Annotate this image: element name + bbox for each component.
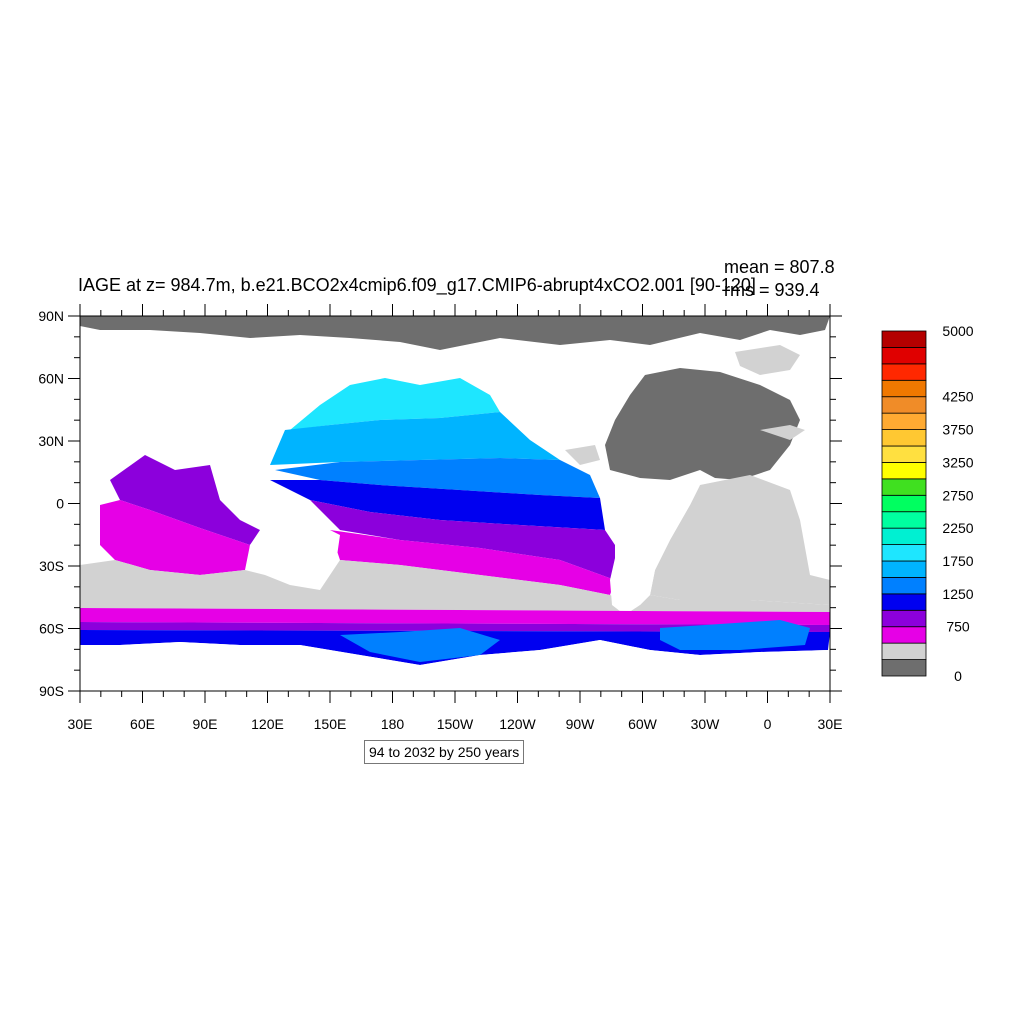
colorbar-swatch bbox=[881, 363, 927, 381]
colorbar-swatch bbox=[881, 560, 927, 578]
longitude-labels: 30E 60E 90E 120E 150E 180 150W 120W 90W 60W 30W 0 30… bbox=[68, 716, 843, 732]
colorbar-swatch bbox=[881, 593, 927, 611]
colorbar-label: 3250 bbox=[942, 454, 973, 470]
lat-label: 60N bbox=[38, 371, 64, 387]
colorbar-label: 750 bbox=[946, 619, 970, 635]
lat-label: 30S bbox=[39, 558, 64, 574]
lon-label: 30E bbox=[68, 716, 93, 732]
colorbar-label: 4250 bbox=[942, 389, 973, 405]
lon-label: 60W bbox=[628, 716, 658, 732]
lon-label: 120W bbox=[499, 716, 536, 732]
lon-label: 120E bbox=[251, 716, 284, 732]
lon-label: 30E bbox=[818, 716, 843, 732]
colorbar-label: 3750 bbox=[942, 422, 973, 438]
contour-info-label: 94 to 2032 by 250 years bbox=[364, 740, 525, 764]
colorbar-swatch bbox=[881, 445, 927, 463]
lon-label: 150W bbox=[437, 716, 474, 732]
colorbar-swatch bbox=[881, 494, 927, 513]
colorbar-swatch bbox=[881, 527, 927, 545]
colorbar-swatch bbox=[881, 478, 927, 496]
axis-ticks bbox=[68, 304, 842, 703]
colorbar-label: 1250 bbox=[942, 586, 973, 602]
colorbar-label: 2750 bbox=[942, 487, 973, 503]
colorbar-labels: 0 750 1250 1750 2250 2750 3250 3750 4250 5000 bbox=[942, 323, 973, 684]
latitude-labels: 90N 60N 30N 0 30S 60S 90S bbox=[38, 308, 64, 699]
colorbar-swatch bbox=[881, 347, 927, 365]
map-field bbox=[80, 316, 830, 691]
colorbar-label: 1750 bbox=[942, 553, 973, 569]
lon-label: 90E bbox=[193, 716, 218, 732]
colorbar-label: 5000 bbox=[942, 323, 973, 339]
lon-label: 30W bbox=[691, 716, 721, 732]
lat-label: 60S bbox=[39, 621, 64, 637]
colorbar-swatch bbox=[881, 330, 927, 348]
colorbar-swatch bbox=[881, 511, 927, 529]
colorbar-swatch bbox=[881, 412, 927, 430]
lon-label: 60E bbox=[130, 716, 155, 732]
mean-value: mean = 807.8 bbox=[724, 257, 835, 277]
lat-label: 0 bbox=[56, 496, 64, 512]
lat-label: 90S bbox=[39, 683, 64, 699]
colorbar-swatch bbox=[881, 659, 927, 677]
colorbar bbox=[881, 330, 927, 677]
colorbar-swatch bbox=[881, 379, 927, 398]
colorbar-swatch bbox=[881, 609, 927, 628]
colorbar-label: 2250 bbox=[942, 520, 973, 536]
lon-label: 0 bbox=[764, 716, 772, 732]
colorbar-swatch bbox=[881, 429, 927, 447]
plot-title: IAGE at z= 984.7m, b.e21.BCO2x4cmip6.f09… bbox=[78, 275, 756, 295]
lat-label: 30N bbox=[38, 433, 64, 449]
lon-label: 180 bbox=[381, 716, 405, 732]
lon-label: 90W bbox=[566, 716, 596, 732]
colorbar-swatch bbox=[881, 577, 927, 595]
lon-label: 150E bbox=[314, 716, 347, 732]
colorbar-swatch bbox=[881, 626, 927, 644]
rms-value: rms = 939.4 bbox=[724, 280, 820, 300]
lat-label: 90N bbox=[38, 308, 64, 324]
colorbar-swatch bbox=[881, 642, 927, 660]
colorbar-swatch bbox=[881, 396, 927, 414]
colorbar-swatch bbox=[881, 544, 927, 562]
colorbar-label: 0 bbox=[954, 668, 962, 684]
colorbar-swatch bbox=[881, 462, 927, 480]
